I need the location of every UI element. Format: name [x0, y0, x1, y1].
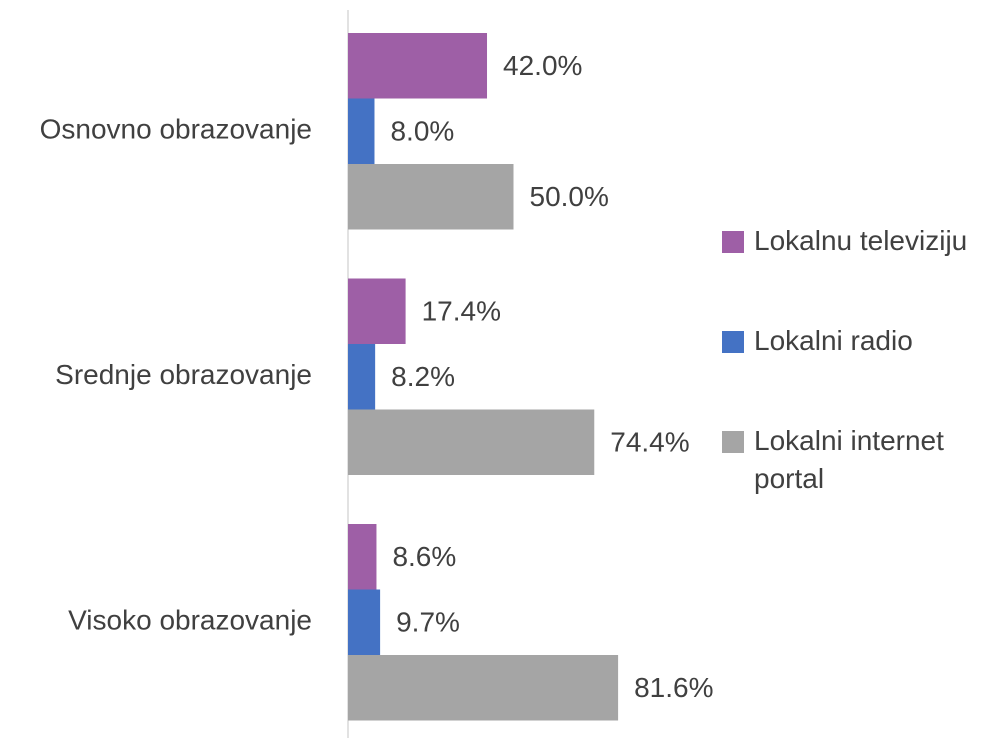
legend-swatch [722, 331, 744, 353]
legend-swatch [722, 431, 744, 453]
bar [348, 344, 376, 410]
legend-label: Lokalni internet portal [754, 425, 944, 494]
bar [348, 524, 377, 590]
legend-label: Lokalnu televiziju [754, 225, 968, 256]
data-label: 74.4% [610, 427, 689, 458]
data-label: 8.6% [392, 541, 456, 572]
legend-item: Lokalni radio [722, 322, 982, 360]
legend-swatch [722, 231, 744, 253]
bar [348, 33, 488, 99]
data-label: 8.0% [390, 116, 454, 147]
bar [348, 589, 381, 655]
data-label: 42.0% [503, 50, 582, 81]
legend: Lokalnu televiziju Lokalni radio Lokalni i… [722, 222, 982, 560]
data-label: 8.2% [391, 361, 455, 392]
bar [348, 164, 514, 230]
category-label: Visoko obrazovanje [68, 605, 312, 636]
category-label: Osnovno obrazovanje [40, 114, 312, 145]
legend-item: Lokalni internet portal [722, 422, 982, 498]
category-label: Srednje obrazovanje [55, 359, 312, 390]
legend-label: Lokalni radio [754, 325, 913, 356]
bar [348, 409, 595, 475]
data-label: 81.6% [634, 672, 713, 703]
data-label: 50.0% [530, 181, 609, 212]
bar [348, 278, 406, 344]
bar [348, 98, 375, 164]
legend-item: Lokalnu televiziju [722, 222, 982, 260]
data-label: 9.7% [396, 607, 460, 638]
bar [348, 655, 619, 721]
data-label: 17.4% [422, 296, 501, 327]
